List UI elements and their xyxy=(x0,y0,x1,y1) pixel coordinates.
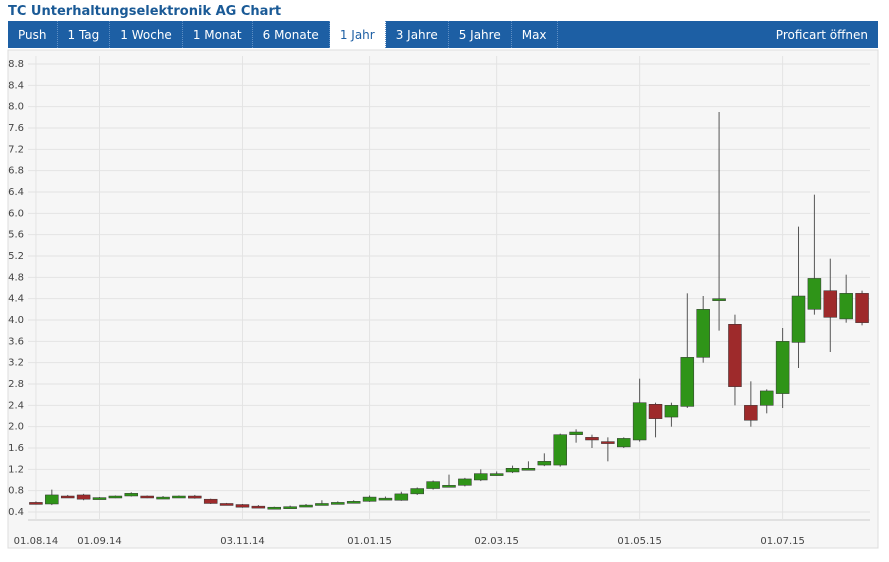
candle-body xyxy=(283,506,297,509)
x-tick-label: 02.03.15 xyxy=(474,536,519,547)
prochart-link[interactable]: Proficart öffnen xyxy=(775,28,868,42)
candle-body xyxy=(251,505,266,509)
y-tick-label: 8.0 xyxy=(8,102,24,113)
y-tick-label: 0.8 xyxy=(8,486,24,497)
candle-body xyxy=(156,496,170,500)
tab[interactable]: 1 Woche xyxy=(110,21,183,48)
candle-body xyxy=(855,293,869,323)
candle-body xyxy=(45,494,59,505)
x-tick-label: 01.08.14 xyxy=(14,536,59,547)
y-tick-label: 4.4 xyxy=(8,294,24,305)
y-tick-label: 2.8 xyxy=(8,379,24,390)
tab[interactable]: 1 Jahr xyxy=(329,21,386,48)
candle-body xyxy=(410,488,424,495)
candle-body xyxy=(664,405,679,418)
candle-body xyxy=(60,495,75,499)
y-tick-label: 1.2 xyxy=(8,464,24,475)
tab[interactable]: 5 Jahre xyxy=(449,21,512,48)
candle-body xyxy=(29,502,43,505)
candle-body xyxy=(315,503,329,506)
x-tick-label: 03.11.14 xyxy=(220,536,265,547)
chart-title: TC Unterhaltungselektronik AG Chart xyxy=(8,4,282,19)
candle-body xyxy=(203,498,218,504)
candle-body xyxy=(489,473,504,476)
candle-body xyxy=(219,503,234,506)
candle-body xyxy=(108,495,123,499)
tab[interactable]: 6 Monate xyxy=(253,21,330,48)
y-tick-label: 1.6 xyxy=(8,443,24,454)
candle-body xyxy=(331,502,345,505)
candle-body xyxy=(823,290,838,318)
x-tick-label: 01.01.15 xyxy=(347,536,392,547)
tab[interactable]: 3 Jahre xyxy=(386,21,449,48)
candle-body xyxy=(839,293,853,320)
tab[interactable]: 1 Tag xyxy=(58,21,111,48)
candle-body xyxy=(617,438,631,448)
y-tick-label: 6.0 xyxy=(8,208,24,219)
y-tick-label: 6.4 xyxy=(8,187,24,198)
candle-body xyxy=(775,341,790,394)
candle-body xyxy=(648,404,663,419)
y-tick-label: 8.8 xyxy=(8,59,24,70)
y-tick-label: 4.8 xyxy=(8,272,24,283)
x-tick-label: 01.05.15 xyxy=(617,536,662,547)
candle-body xyxy=(267,506,281,510)
tab[interactable]: Max xyxy=(512,21,558,48)
x-tick-label: 01.07.15 xyxy=(760,536,805,547)
candle-body xyxy=(346,501,361,504)
candle-body xyxy=(92,497,107,500)
y-tick-label: 3.2 xyxy=(8,358,24,369)
candle-body xyxy=(744,405,758,421)
candle-body xyxy=(235,504,250,508)
y-tick-label: 7.2 xyxy=(8,144,24,155)
candle-body xyxy=(696,309,710,358)
candle-body xyxy=(442,485,456,488)
x-tick-label: 01.09.14 xyxy=(77,536,122,547)
candle-body xyxy=(458,478,472,486)
candle-body xyxy=(807,278,822,310)
candle-body xyxy=(680,357,695,407)
candle-body xyxy=(632,402,647,441)
candle-body xyxy=(362,496,377,502)
tab[interactable]: Push xyxy=(8,21,58,48)
tab-bar: Push 1 Tag 1 Woche 1 Monat 6 Monate 1 Jahr 3 J… xyxy=(8,21,878,48)
candle-body xyxy=(394,493,409,501)
candle-body xyxy=(521,468,536,471)
candle-body xyxy=(537,461,552,466)
candle-body xyxy=(426,481,440,489)
y-tick-label: 5.6 xyxy=(8,230,24,241)
y-tick-label: 2.0 xyxy=(8,422,24,433)
y-tick-label: 5.2 xyxy=(8,251,24,262)
candle-body xyxy=(124,493,139,497)
candle-body xyxy=(791,295,806,343)
y-tick-label: 7.6 xyxy=(8,123,24,134)
candle-body xyxy=(712,298,726,301)
y-tick-label: 6.8 xyxy=(8,166,24,177)
candle-body xyxy=(188,495,202,499)
candle-body xyxy=(76,494,91,500)
candle-body xyxy=(759,390,774,406)
candle-body xyxy=(299,504,313,508)
candle-body xyxy=(378,497,393,501)
candle-body xyxy=(601,441,615,444)
y-tick-label: 3.6 xyxy=(8,336,24,347)
y-tick-label: 0.4 xyxy=(8,507,24,518)
candle-body xyxy=(140,495,154,499)
candle-body xyxy=(728,324,742,387)
candle-body xyxy=(553,434,567,466)
y-tick-label: 2.4 xyxy=(8,400,24,411)
candle-body xyxy=(569,431,583,435)
candle-body xyxy=(474,473,488,481)
tab[interactable]: 1 Monat xyxy=(183,21,253,48)
candle-body xyxy=(585,437,599,441)
candle-body xyxy=(172,495,186,499)
y-tick-label: 8.4 xyxy=(8,80,24,91)
y-tick-label: 4.0 xyxy=(8,315,24,326)
candle-body xyxy=(505,468,520,473)
